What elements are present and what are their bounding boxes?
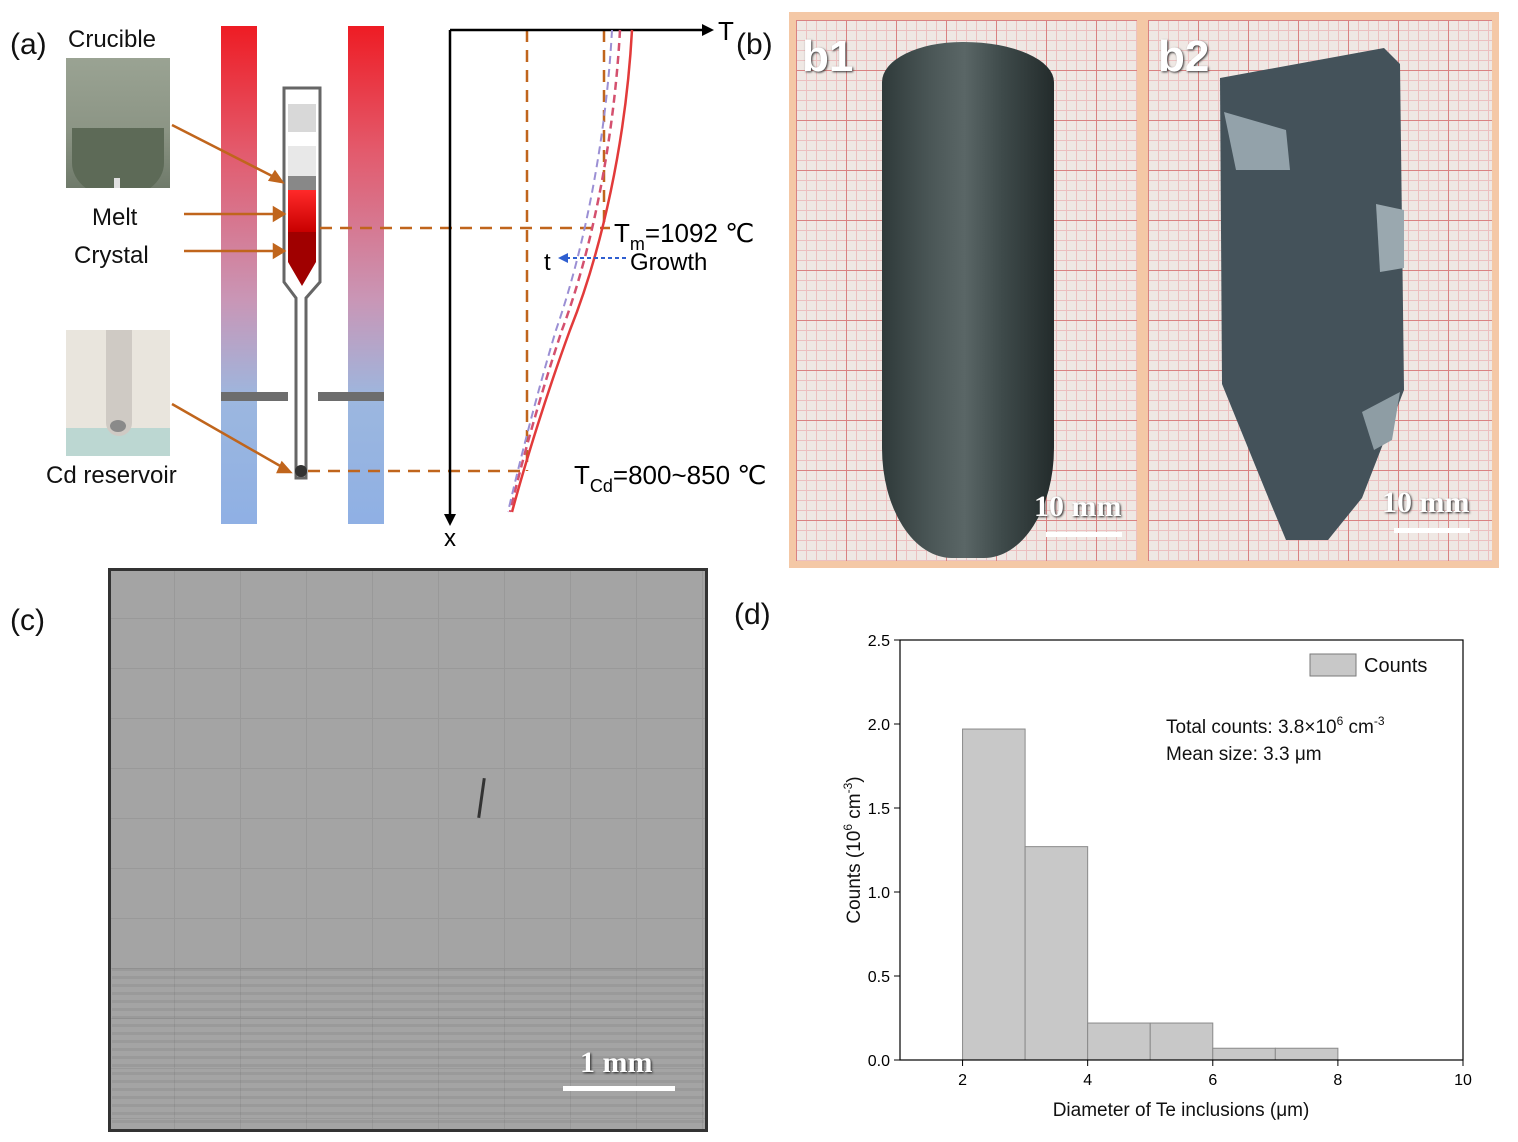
cd-droplet (295, 465, 307, 477)
b2-scale-label: 10 mm (1382, 486, 1470, 519)
axis-t-label: T (718, 16, 734, 46)
melt-region (288, 190, 316, 232)
t-label: t (544, 249, 551, 276)
x-tick-label: 6 (1208, 1072, 1217, 1089)
tm-value: =1092 ℃ (645, 218, 754, 248)
crucible-label: Crucible (68, 26, 157, 53)
histogram-bar (1212, 1047, 1276, 1061)
heater-right (348, 26, 384, 524)
tcd-symbol: T (574, 460, 590, 490)
panel-d-label: (d) (734, 598, 771, 631)
y-tick-label: 2.5 (868, 633, 890, 650)
c-scale-label: 1 mm (580, 1046, 653, 1079)
svg-text:TCd=800~850 ℃: TCd=800~850 ℃ (574, 460, 766, 496)
melt-label: Melt (92, 204, 138, 231)
x-tick-label: 2 (958, 1072, 967, 1089)
histogram-chart: 2 4 6 8 10 0.0 0.5 1.0 1.5 2.0 2.5 Diameter of Te… (841, 633, 1472, 1121)
tcd-value: =800~850 ℃ (613, 460, 767, 490)
y-tick-label: 0.5 (868, 969, 890, 986)
y-tick-label: 2.0 (868, 717, 890, 734)
b1-label: b1 (802, 32, 854, 81)
tm-sub: m (630, 234, 645, 254)
b2-label: b2 (1158, 32, 1210, 81)
b1-scale-label: 10 mm (1034, 490, 1122, 523)
tm-symbol: T (614, 218, 630, 248)
legend-swatch (1309, 653, 1357, 677)
histogram-bar (1274, 1047, 1339, 1061)
histogram-bar (1024, 846, 1089, 1061)
y-axis-label: Counts (106 cm-3) (841, 776, 865, 923)
ir-micrograph: 1 mm (108, 568, 708, 1132)
profile-dashed-2 (507, 29, 613, 513)
furnace-schematic: T x Tm=1092 ℃ t Growth TCd=800~850 ℃ (171, 16, 766, 552)
baffle-right (318, 392, 384, 401)
profile-dashed-1 (508, 29, 622, 513)
histogram-bar (1087, 1022, 1151, 1061)
plot-frame (899, 639, 1464, 1061)
x-axis-label: Diameter of Te inclusions (μm) (1053, 1100, 1310, 1121)
x-tick-label: 10 (1454, 1072, 1472, 1089)
axis-x-label: x (444, 525, 456, 552)
crystal-ingot (882, 42, 1054, 558)
tcd-sub: Cd (590, 476, 613, 496)
histogram-bar (962, 728, 1026, 1061)
panel-b-label: (b) (736, 28, 773, 61)
legend-label: Counts (1364, 655, 1427, 677)
growth-label: Growth (630, 249, 707, 276)
wafer-slice (1220, 48, 1404, 540)
y-tick-label: 0.0 (868, 1053, 890, 1070)
mean-size-annotation: Mean size: 3.3 μm (1166, 744, 1322, 765)
panel-c-label: (c) (10, 604, 45, 637)
y-tick-label: 1.0 (868, 885, 890, 902)
c-scale-bar (563, 1086, 675, 1091)
crucible-photo (66, 58, 170, 188)
svg-text:Tm=1092 ℃: Tm=1092 ℃ (614, 218, 754, 254)
baffle-left (221, 392, 288, 401)
b2-scale-bar (1394, 528, 1470, 533)
crystal-label: Crystal (74, 242, 149, 269)
b2-photo: b2 10 mm (1148, 20, 1492, 561)
histogram-bar (1149, 1022, 1214, 1061)
y-tick-label: 1.5 (868, 801, 890, 818)
x-tick-label: 4 (1083, 1072, 1092, 1089)
b1-photo: b1 10 mm (796, 20, 1137, 561)
cd-reservoir-photo (66, 330, 170, 456)
crystal-region (288, 232, 316, 286)
total-counts-annotation: Total counts: 3.8×106 cm-3 (1166, 714, 1385, 738)
panel-a-label: (a) (10, 28, 47, 61)
b1-scale-bar (1046, 532, 1122, 537)
x-tick-label: 8 (1333, 1072, 1342, 1089)
cd-reservoir-label: Cd reservoir (46, 462, 177, 489)
profile-solid (510, 29, 634, 513)
